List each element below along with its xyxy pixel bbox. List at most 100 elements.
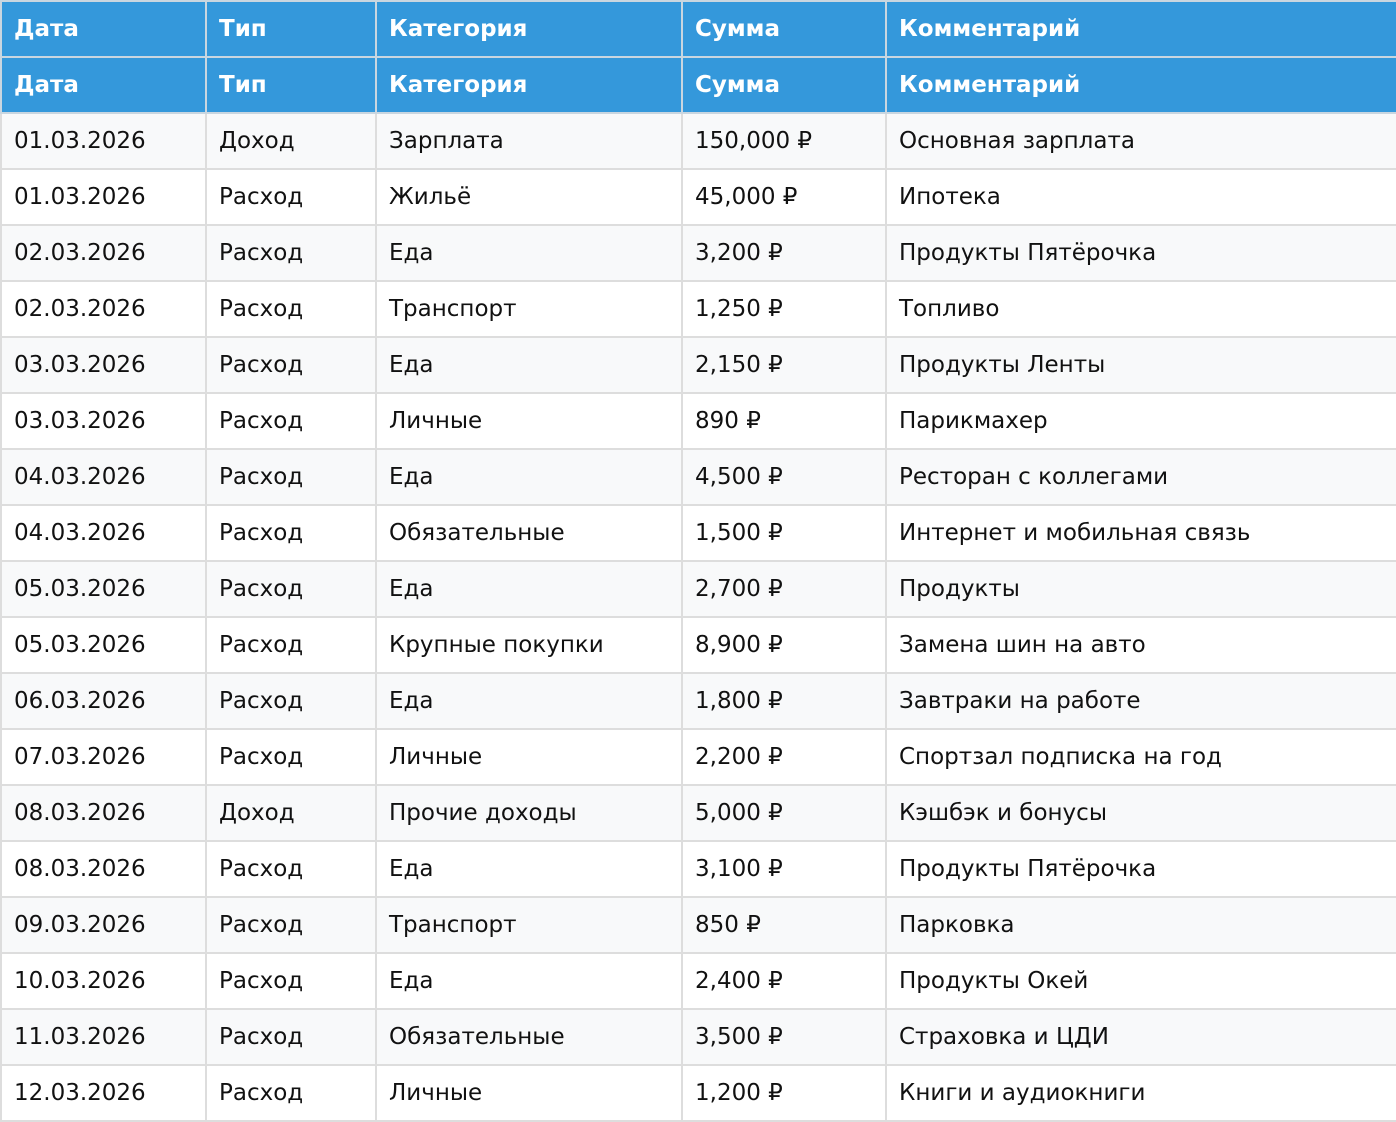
cell-date[interactable]: 07.03.2026 (0, 728, 207, 786)
cell-category[interactable]: Зарплата (375, 112, 683, 170)
cell-comment[interactable]: Продукты Ленты (885, 336, 1396, 394)
table-row[interactable]: 05.03.2026 Расход Крупные покупки 8,900 ₽ За… (0, 616, 1396, 674)
cell-comment[interactable]: Парковка (885, 896, 1396, 954)
column-header-type[interactable]: Тип (205, 56, 377, 114)
cell-category[interactable]: Транспорт (375, 896, 683, 954)
table-row[interactable]: 01.03.2026 Доход Зарплата 150,000 ₽ Основная… (0, 112, 1396, 170)
table-row[interactable]: 02.03.2026 Расход Транспорт 1,250 ₽ Топливо (0, 280, 1396, 338)
cell-type[interactable]: Расход (205, 504, 377, 562)
cell-amount[interactable]: 1,200 ₽ (681, 1064, 887, 1122)
column-header-amount[interactable]: Сумма (681, 0, 887, 58)
table-row[interactable]: 01.03.2026 Расход Жильё 45,000 ₽ Ипотека (0, 168, 1396, 226)
cell-type[interactable]: Расход (205, 1064, 377, 1122)
cell-category[interactable]: Еда (375, 336, 683, 394)
cell-category[interactable]: Обязательные (375, 504, 683, 562)
table-row[interactable]: 04.03.2026 Расход Обязательные 1,500 ₽ Интер… (0, 504, 1396, 562)
cell-type[interactable]: Расход (205, 168, 377, 226)
cell-date[interactable]: 10.03.2026 (0, 952, 207, 1010)
cell-date[interactable]: 08.03.2026 (0, 784, 207, 842)
cell-amount[interactable]: 45,000 ₽ (681, 168, 887, 226)
cell-category[interactable]: Крупные покупки (375, 616, 683, 674)
table-row[interactable]: 12.03.2026 Расход Личные 1,200 ₽ Книги и ауд… (0, 1064, 1396, 1122)
cell-category[interactable]: Еда (375, 952, 683, 1010)
cell-comment[interactable]: Интернет и мобильная связь (885, 504, 1396, 562)
column-header-comment[interactable]: Комментарий (885, 56, 1396, 114)
cell-amount[interactable]: 2,150 ₽ (681, 336, 887, 394)
cell-type[interactable]: Расход (205, 616, 377, 674)
cell-date[interactable]: 12.03.2026 (0, 1064, 207, 1122)
cell-date[interactable]: 02.03.2026 (0, 224, 207, 282)
table-row[interactable]: 07.03.2026 Расход Личные 2,200 ₽ Спортзал по… (0, 728, 1396, 786)
cell-amount[interactable]: 2,700 ₽ (681, 560, 887, 618)
cell-amount[interactable]: 1,250 ₽ (681, 280, 887, 338)
cell-type[interactable]: Доход (205, 784, 377, 842)
cell-amount[interactable]: 3,200 ₽ (681, 224, 887, 282)
cell-category[interactable]: Личные (375, 392, 683, 450)
cell-category[interactable]: Личные (375, 728, 683, 786)
cell-type[interactable]: Доход (205, 112, 377, 170)
cell-category[interactable]: Личные (375, 1064, 683, 1122)
cell-comment[interactable]: Спортзал подписка на год (885, 728, 1396, 786)
cell-amount[interactable]: 2,200 ₽ (681, 728, 887, 786)
cell-type[interactable]: Расход (205, 448, 377, 506)
cell-amount[interactable]: 150,000 ₽ (681, 112, 887, 170)
table-row[interactable]: 05.03.2026 Расход Еда 2,700 ₽ Продукты (0, 560, 1396, 618)
cell-date[interactable]: 08.03.2026 (0, 840, 207, 898)
cell-category[interactable]: Еда (375, 672, 683, 730)
cell-comment[interactable]: Парикмахер (885, 392, 1396, 450)
cell-date[interactable]: 01.03.2026 (0, 112, 207, 170)
column-header-category[interactable]: Категория (375, 0, 683, 58)
column-header-comment[interactable]: Комментарий (885, 0, 1396, 58)
cell-type[interactable]: Расход (205, 952, 377, 1010)
cell-category[interactable]: Транспорт (375, 280, 683, 338)
cell-date[interactable]: 04.03.2026 (0, 448, 207, 506)
cell-type[interactable]: Расход (205, 280, 377, 338)
cell-type[interactable]: Расход (205, 560, 377, 618)
table-row[interactable]: 11.03.2026 Расход Обязательные 3,500 ₽ Страх… (0, 1008, 1396, 1066)
cell-comment[interactable]: Ресторан с коллегами (885, 448, 1396, 506)
cell-amount[interactable]: 5,000 ₽ (681, 784, 887, 842)
column-header-category[interactable]: Категория (375, 56, 683, 114)
table-row[interactable]: 03.03.2026 Расход Личные 890 ₽ Парикмахер (0, 392, 1396, 450)
cell-type[interactable]: Расход (205, 728, 377, 786)
cell-category[interactable]: Еда (375, 224, 683, 282)
cell-date[interactable]: 09.03.2026 (0, 896, 207, 954)
table-row[interactable]: 08.03.2026 Расход Еда 3,100 ₽ Продукты Пятёр… (0, 840, 1396, 898)
cell-comment[interactable]: Продукты Пятёрочка (885, 224, 1396, 282)
table-row[interactable]: 06.03.2026 Расход Еда 1,800 ₽ Завтраки на ра… (0, 672, 1396, 730)
cell-comment[interactable]: Продукты Окей (885, 952, 1396, 1010)
cell-amount[interactable]: 850 ₽ (681, 896, 887, 954)
cell-category[interactable]: Жильё (375, 168, 683, 226)
cell-amount[interactable]: 8,900 ₽ (681, 616, 887, 674)
column-header-date[interactable]: Дата (0, 0, 207, 58)
cell-comment[interactable]: Продукты (885, 560, 1396, 618)
cell-amount[interactable]: 1,500 ₽ (681, 504, 887, 562)
cell-type[interactable]: Расход (205, 1008, 377, 1066)
cell-amount[interactable]: 2,400 ₽ (681, 952, 887, 1010)
table-row[interactable]: 08.03.2026 Доход Прочие доходы 5,000 ₽ Кэшбэ… (0, 784, 1396, 842)
cell-comment[interactable]: Завтраки на работе (885, 672, 1396, 730)
cell-category[interactable]: Прочие доходы (375, 784, 683, 842)
cell-type[interactable]: Расход (205, 896, 377, 954)
cell-date[interactable]: 03.03.2026 (0, 392, 207, 450)
cell-comment[interactable]: Основная зарплата (885, 112, 1396, 170)
table-row[interactable]: 09.03.2026 Расход Транспорт 850 ₽ Парковка (0, 896, 1396, 954)
cell-comment[interactable]: Продукты Пятёрочка (885, 840, 1396, 898)
cell-type[interactable]: Расход (205, 392, 377, 450)
column-header-date[interactable]: Дата (0, 56, 207, 114)
cell-type[interactable]: Расход (205, 224, 377, 282)
cell-comment[interactable]: Ипотека (885, 168, 1396, 226)
cell-comment[interactable]: Книги и аудиокниги (885, 1064, 1396, 1122)
cell-date[interactable]: 05.03.2026 (0, 616, 207, 674)
table-row[interactable]: 04.03.2026 Расход Еда 4,500 ₽ Ресторан с кол… (0, 448, 1396, 506)
cell-date[interactable]: 06.03.2026 (0, 672, 207, 730)
cell-comment[interactable]: Замена шин на авто (885, 616, 1396, 674)
cell-type[interactable]: Расход (205, 336, 377, 394)
cell-amount[interactable]: 3,500 ₽ (681, 1008, 887, 1066)
table-row[interactable]: 02.03.2026 Расход Еда 3,200 ₽ Продукты Пятёр… (0, 224, 1396, 282)
cell-category[interactable]: Еда (375, 560, 683, 618)
cell-date[interactable]: 02.03.2026 (0, 280, 207, 338)
cell-comment[interactable]: Кэшбэк и бонусы (885, 784, 1396, 842)
cell-type[interactable]: Расход (205, 840, 377, 898)
cell-date[interactable]: 03.03.2026 (0, 336, 207, 394)
